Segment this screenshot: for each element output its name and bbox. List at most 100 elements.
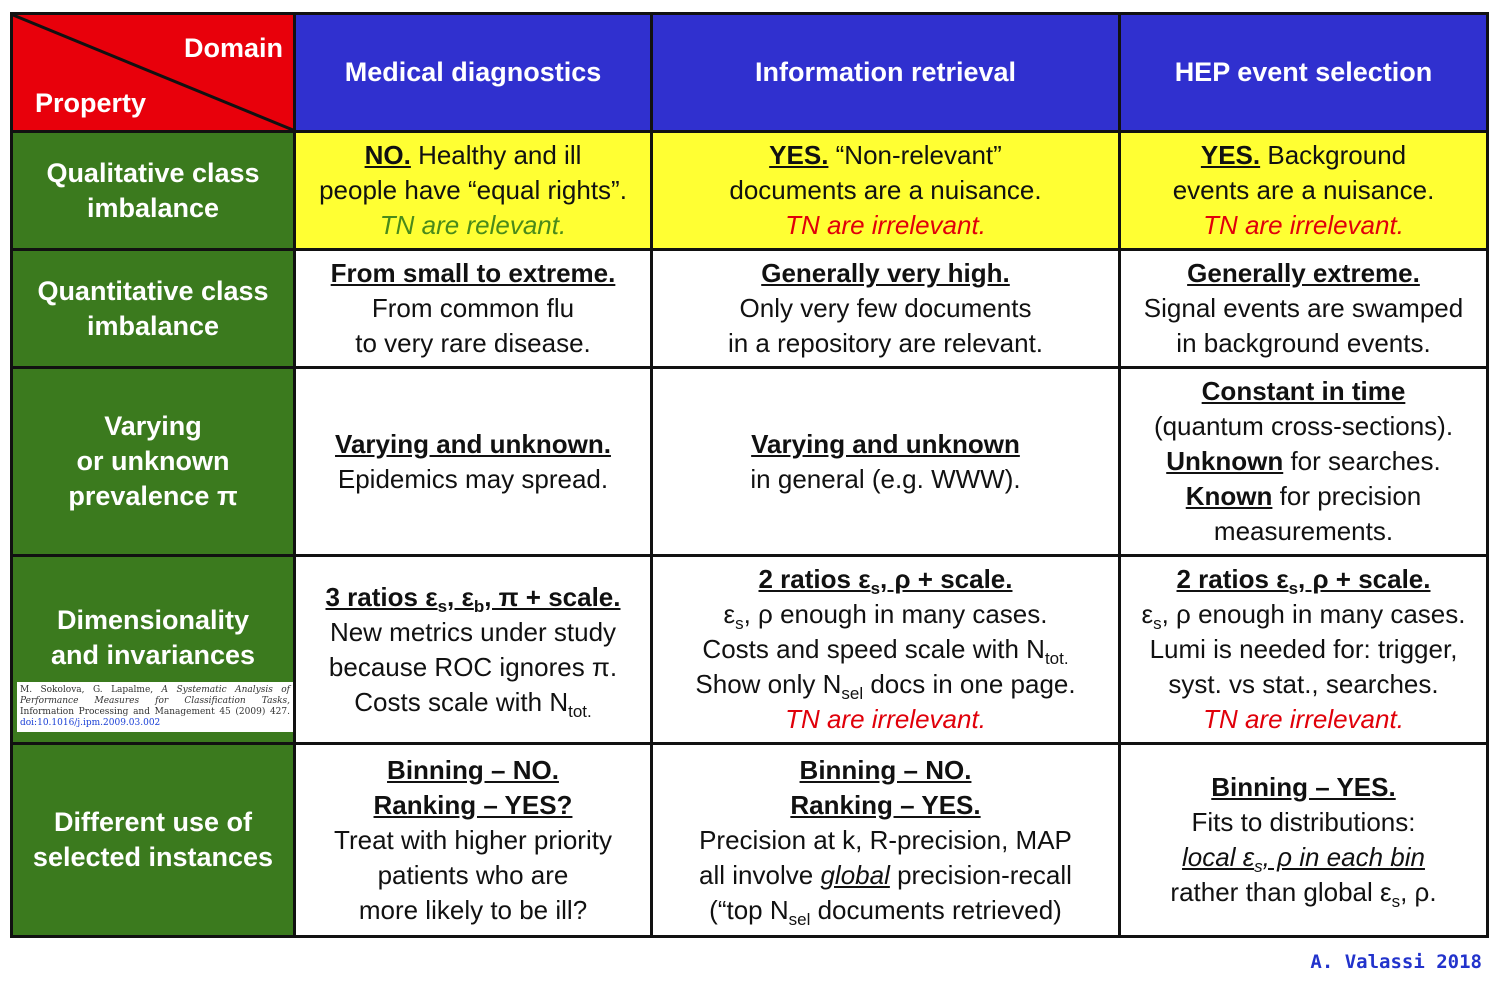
cell-text: to very rare disease. <box>355 328 591 358</box>
cell-text: all involve global precision-recall <box>699 859 1072 890</box>
cell-text: Lumi is needed for: trigger, <box>1149 634 1458 664</box>
cell-text: From common flu <box>371 293 575 323</box>
cell-text: New metrics under study <box>329 616 617 647</box>
cell-hep: Constant in time (quantum cross-sections… <box>1118 366 1489 557</box>
row-dimensionality: Dimensionality and invariances M. Sokolo… <box>10 554 1489 745</box>
row-header: Different use of selected instances <box>10 742 296 938</box>
cell-text: more likely to be ill? <box>358 894 588 925</box>
cell-text: (quantum cross-sections). <box>1153 411 1454 441</box>
row-header-line: or unknown <box>76 446 230 476</box>
cell-text: Costs and speed scale with Ntot. <box>702 634 1069 668</box>
cell-heading: Varying and unknown. <box>335 428 611 459</box>
cell-text: εs, ρ enough in many cases. <box>1141 599 1466 633</box>
row-header-line: and invariances <box>50 639 256 670</box>
cell-text: Healthy and ill <box>410 140 582 170</box>
cell-hep: 2 ratios εs, ρ + scale. εs, ρ enough in … <box>1118 554 1489 745</box>
cell-ir: Binning – NO. Ranking – YES. Precision a… <box>650 742 1121 938</box>
cell-heading: From small to extreme. <box>330 258 616 288</box>
row-header-line: Dimensionality <box>56 604 250 635</box>
row-qualitative-imbalance: Qualitative class imbalance NO. Healthy … <box>10 130 1489 251</box>
diagonal-divider <box>14 16 292 129</box>
cell-text: rather than global εs, ρ. <box>1170 877 1437 911</box>
cell-hep: Generally extreme. Signal events are swa… <box>1118 248 1489 369</box>
cell-heading: Binning – NO. <box>387 754 559 785</box>
cell-heading: 3 ratios εs, εb, π + scale. <box>325 581 621 616</box>
cell-text: (“top Nsel documents retrieved) <box>709 894 1062 929</box>
cell-text: Fits to distributions: <box>1191 807 1416 837</box>
row-header-line: Qualitative class <box>46 157 260 188</box>
cell-heading: 2 ratios εs, ρ + scale. <box>758 564 1013 598</box>
row-header: Quantitative class imbalance <box>10 248 296 369</box>
cell-text: εs, ρ enough in many cases. <box>723 599 1048 633</box>
cell-text: because ROC ignores π. <box>328 651 618 682</box>
row-header: Qualitative class imbalance <box>10 130 296 251</box>
cell-text: people have “equal rights”. <box>319 175 627 205</box>
cell-text: for precision <box>1272 481 1422 511</box>
cell-note: TN are irrelevant. <box>785 704 986 734</box>
cell-text: Only very few documents <box>739 293 1032 323</box>
corner-cell: Domain Property <box>10 12 296 133</box>
row-quantitative-imbalance: Quantitative class imbalance From small … <box>10 248 1489 369</box>
row-header-line: imbalance <box>86 192 220 223</box>
cell-medical: Varying and unknown. Epidemics may sprea… <box>293 366 653 557</box>
header-row: Domain Property Medical diagnostics Info… <box>10 12 1489 133</box>
comparison-table: Domain Property Medical diagnostics Info… <box>10 12 1489 938</box>
column-header-ir: Information retrieval <box>650 12 1121 133</box>
cell-ir: 2 ratios εs, ρ + scale. εs, ρ enough in … <box>650 554 1121 745</box>
cell-keyword: Known <box>1185 481 1273 511</box>
cell-text: Treat with higher priority <box>334 824 612 855</box>
cell-text: Epidemics may spread. <box>337 463 609 494</box>
column-header-medical: Medical diagnostics <box>293 12 653 133</box>
row-header: Dimensionality and invariances M. Sokolo… <box>10 554 296 745</box>
cell-text: for searches. <box>1283 446 1441 476</box>
row-header-line: selected instances <box>32 842 274 872</box>
cell-medical: Binning – NO. Ranking – YES? Treat with … <box>293 742 653 938</box>
cell-heading: Ranking – YES. <box>790 789 981 820</box>
row-header-line: imbalance <box>86 310 220 341</box>
row-header-line: Different use of <box>53 807 253 837</box>
citation-doi: doi:10.1016/j.ipm.2009.03.002 <box>20 718 161 728</box>
cell-hep: Binning – YES. Fits to distributions: lo… <box>1118 742 1489 938</box>
citation-authors: M. Sokolova, G. Lapalme, <box>20 685 154 695</box>
cell-heading: Ranking – YES? <box>373 789 573 820</box>
cell-text: Signal events are swamped <box>1143 293 1464 323</box>
row-selected-instances: Different use of selected instances Binn… <box>10 742 1489 938</box>
cell-medical: From small to extreme. From common flu t… <box>293 248 653 369</box>
cell-text: events are a nuisance. <box>1172 175 1435 205</box>
domain-label: Domain <box>183 33 283 63</box>
author-credit: A. Valassi 2018 <box>1310 951 1482 973</box>
cell-heading: YES. <box>1200 140 1261 170</box>
cell-heading: Constant in time <box>1201 376 1406 406</box>
row-header: Varying or unknown prevalence π <box>10 366 296 557</box>
row-header-line: Quantitative class <box>37 275 269 306</box>
cell-text: in a repository are relevant. <box>727 328 1044 358</box>
cell-text: in general (e.g. WWW). <box>750 463 1021 494</box>
citation-journal: Information Processing and Management 45… <box>20 707 290 717</box>
cell-text: “Non-relevant” <box>828 140 1002 170</box>
cell-text: local εs, ρ in each bin <box>1182 842 1425 876</box>
row-header-line: Varying <box>104 411 202 441</box>
citation-title: A Systematic Analysis of Performance Mea… <box>20 685 290 706</box>
cell-keyword: Unknown <box>1166 446 1284 476</box>
citation-box: M. Sokolova, G. Lapalme, A Systematic An… <box>17 682 292 732</box>
cell-heading: Generally extreme. <box>1187 258 1420 288</box>
cell-ir: YES. “Non-relevant” documents are a nuis… <box>650 130 1121 251</box>
cell-note: TN are irrelevant. <box>1203 210 1404 240</box>
column-header-hep: HEP event selection <box>1118 12 1489 133</box>
cell-text: Precision at k, R-precision, MAP <box>699 824 1072 855</box>
cell-heading: NO. <box>364 140 411 170</box>
cell-medical: 3 ratios εs, εb, π + scale. New metrics … <box>293 554 653 745</box>
cell-text: Background <box>1260 140 1407 170</box>
row-prevalence: Varying or unknown prevalence π Varying … <box>10 366 1489 557</box>
row-header-line: prevalence π <box>68 481 238 511</box>
cell-hep: YES. Background events are a nuisance. T… <box>1118 130 1489 251</box>
cell-ir: Varying and unknown in general (e.g. WWW… <box>650 366 1121 557</box>
cell-heading: Generally very high. <box>761 258 1010 288</box>
cell-heading: Binning – YES. <box>1211 772 1396 802</box>
cell-heading: YES. <box>769 140 829 170</box>
cell-note: TN are relevant. <box>379 210 567 240</box>
property-label: Property <box>35 88 147 118</box>
cell-text: in background events. <box>1176 328 1431 358</box>
cell-text: syst. vs stat., searches. <box>1168 669 1439 699</box>
cell-medical: NO. Healthy and ill people have “equal r… <box>293 130 653 251</box>
